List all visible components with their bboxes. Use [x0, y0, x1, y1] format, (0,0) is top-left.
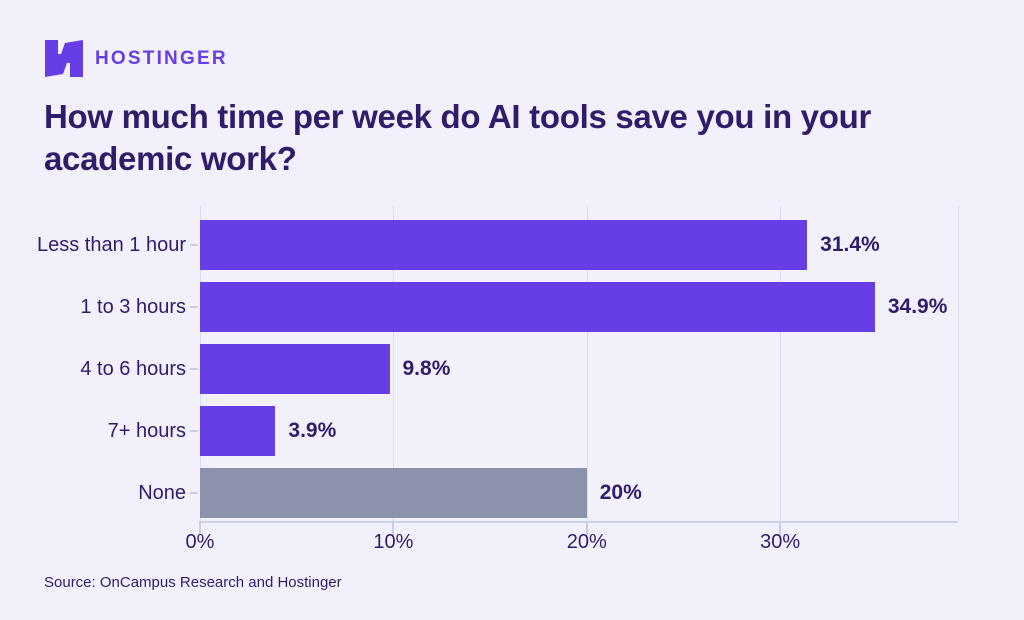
gridline	[780, 206, 782, 521]
value-label: 34.9%	[887, 295, 948, 318]
category-label: 4 to 6 hours	[80, 358, 186, 380]
bar	[200, 220, 808, 270]
gridline	[393, 206, 395, 521]
category-label: 7+ hours	[107, 420, 186, 442]
bar	[200, 468, 587, 518]
hostinger-logo-icon	[45, 40, 83, 77]
value-label: 31.4%	[820, 233, 880, 256]
x-axis-line	[200, 521, 958, 523]
bar	[200, 282, 875, 332]
brand-logo: HOSTINGER	[44, 40, 228, 78]
gridline	[586, 206, 588, 521]
y-axis-tick	[190, 430, 198, 432]
y-axis-tick	[190, 306, 198, 308]
bar-chart: 0% 10% 20% 30% Less than 1 hour 31.4% 1 to 3 h…	[0, 206, 1024, 576]
page-title: How much time per week do AI tools save …	[44, 98, 871, 177]
x-axis-tick	[392, 521, 395, 535]
x-axis-tick-label: 0%	[185, 531, 215, 553]
brand-name: HOSTINGER	[95, 48, 228, 69]
x-axis-tick-label: 10%	[373, 531, 414, 553]
value-label: 9.8%	[402, 357, 451, 380]
value-label: 3.9%	[288, 419, 337, 442]
y-axis-tick	[190, 244, 198, 246]
category-label: 1 to 3 hours	[80, 296, 186, 318]
x-axis-tick-label: 30%	[760, 531, 801, 553]
category-label: None	[138, 482, 186, 504]
x-axis-tick	[199, 521, 201, 535]
x-axis-tick	[779, 521, 782, 535]
x-axis-tick	[585, 521, 588, 535]
x-axis-tick-label: 20%	[566, 531, 607, 553]
y-axis-tick	[190, 492, 198, 494]
y-axis-tick	[190, 368, 198, 370]
bar	[200, 406, 276, 456]
plot-right-border	[958, 206, 959, 521]
bar	[200, 344, 390, 394]
source-note: Source: OnCampus Research and Hostinger	[44, 574, 342, 591]
value-label: 20%	[599, 481, 642, 504]
category-label: Less than 1 hour	[37, 234, 186, 256]
